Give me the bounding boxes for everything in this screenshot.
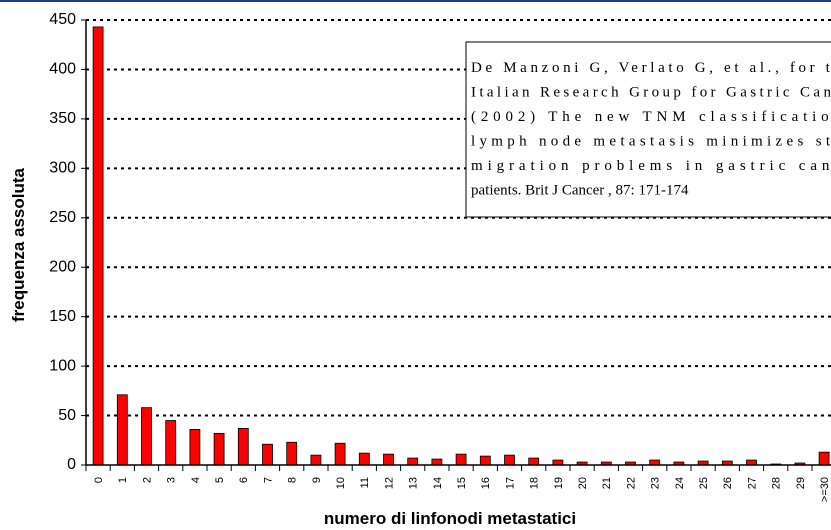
x-tick-label: 21 <box>601 477 613 489</box>
bar <box>334 442 346 466</box>
x-tick-label: 2 <box>141 477 153 483</box>
y-axis-title: frequenza assoluta <box>9 167 28 322</box>
x-tick-label: 27 <box>746 477 758 489</box>
annotation-line: migration problems in gastric canc <box>471 158 831 174</box>
bar <box>141 407 152 466</box>
x-tick-label: 7 <box>262 477 274 483</box>
x-tick-label: 17 <box>504 477 516 489</box>
x-tick-label: 4 <box>190 477 202 483</box>
x-tick-label: 26 <box>722 477 734 489</box>
bar <box>116 394 128 466</box>
x-tick-label: 24 <box>674 477 686 489</box>
bar <box>383 453 394 466</box>
x-tick-label: 16 <box>480 477 492 489</box>
x-tick-label: 29 <box>795 477 807 489</box>
bar <box>310 454 322 466</box>
x-tick-label: 5 <box>214 477 226 483</box>
x-tick-label: 3 <box>166 477 178 483</box>
y-tick-label: 300 <box>49 160 76 177</box>
y-tick-label: 350 <box>49 110 76 127</box>
x-tick-label: >=30 <box>819 477 831 502</box>
x-tick-label: 9 <box>311 477 323 483</box>
y-tick-label: 0 <box>67 456 76 473</box>
x-tick-label: 28 <box>771 477 783 489</box>
x-tick-label: 25 <box>698 477 710 489</box>
x-tick-label: 11 <box>359 477 371 488</box>
bar <box>358 452 370 466</box>
x-tick-label: 6 <box>238 477 250 483</box>
x-tick-label: 19 <box>553 477 565 489</box>
bar <box>431 458 443 466</box>
y-tick-label: 250 <box>49 209 76 226</box>
bar <box>818 451 830 466</box>
y-tick-label: 50 <box>58 407 76 424</box>
x-tick-label: 20 <box>577 477 589 489</box>
x-tick-label: 22 <box>625 477 637 489</box>
annotation-box <box>465 41 831 218</box>
y-tick-label: 450 <box>49 11 76 28</box>
bar <box>165 420 177 466</box>
annotation-line: Italian Research Group for Gastric Canc <box>471 85 831 101</box>
x-tick-label: 1 <box>117 477 129 483</box>
annotation-line: lymph node metastasis minimizes sta <box>471 134 831 150</box>
bar <box>189 428 201 466</box>
bar <box>262 443 273 466</box>
bar <box>407 457 419 466</box>
y-tick-label: 200 <box>49 258 76 275</box>
x-axis-title: numero di linfonodi metastatici <box>324 509 576 528</box>
bar <box>504 454 515 466</box>
x-tick-label: 14 <box>432 477 444 489</box>
annotation-line: De Manzoni G, Verlato G, et al., for th <box>471 60 831 76</box>
annotation-line: patients. Brit J Cancer , 87: 171-174 <box>471 183 689 199</box>
x-tick-label: 8 <box>287 477 299 483</box>
x-tick-label: 13 <box>408 477 420 489</box>
x-tick-label: 0 <box>93 477 105 483</box>
x-tick-label: 23 <box>650 477 662 489</box>
y-tick-label: 400 <box>49 61 76 78</box>
bar <box>237 428 249 466</box>
bar <box>286 441 298 466</box>
y-tick-label: 150 <box>49 308 76 325</box>
bar <box>455 453 467 466</box>
bar <box>213 432 225 466</box>
x-tick-label: 12 <box>383 477 395 489</box>
y-tick-label: 100 <box>49 357 76 374</box>
bar <box>528 457 540 466</box>
x-tick-label: 10 <box>335 477 347 489</box>
bar <box>479 455 491 466</box>
x-tick-label: 15 <box>456 477 468 489</box>
x-tick-label: 18 <box>529 477 541 489</box>
bar <box>92 26 104 466</box>
